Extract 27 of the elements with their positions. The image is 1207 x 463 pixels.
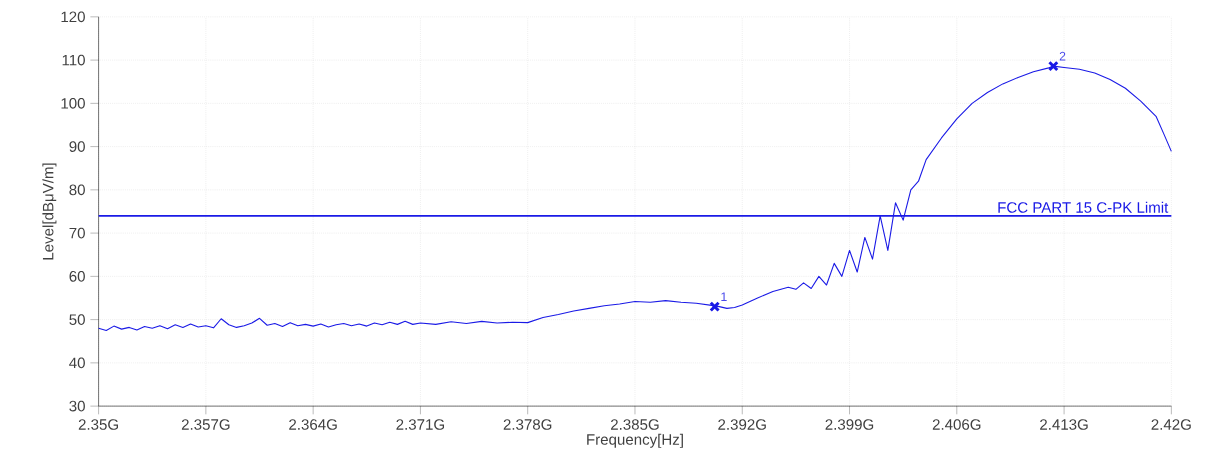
y-tick-label: 70 [69,227,85,239]
y-axis-title: Level[dBμV/m] [42,163,57,260]
x-tick-label: 2.357G [181,419,230,431]
x-tick-label: 2.413G [1040,419,1088,431]
x-tick-label: 2.364G [289,419,337,431]
y-tick-label: 50 [69,314,85,326]
y-tick-label: 110 [62,54,85,66]
x-tick-label: 2.406G [932,419,981,431]
x-tick-label: 2.399G [825,419,874,431]
x-tick-label: 2.42G [1151,419,1191,431]
x-tick-label: 2.371G [396,419,445,431]
x-tick-label: 2.378G [503,419,552,431]
y-tick-label: 90 [69,141,85,153]
y-tick-label: 100 [61,98,85,109]
y-tick-label: 80 [69,184,85,196]
y-tick-label: 40 [69,357,85,369]
annotation: 2 [1059,51,1066,61]
annotation: 1 [721,292,727,302]
x-tick-label: 2.35G [78,419,118,431]
y-tick-label: 120 [61,11,85,23]
y-tick-label: 60 [69,271,85,282]
x-tick-label: 2.385G [611,419,659,431]
x-axis-title: Frequency[Hz] [587,433,683,449]
ref-line-label: FCC PART 15 C-PK Limit [998,201,1169,213]
line-series [98,65,1172,332]
x-tick-label: 2.392G [718,419,766,431]
y-tick-label: 30 [69,401,85,412]
